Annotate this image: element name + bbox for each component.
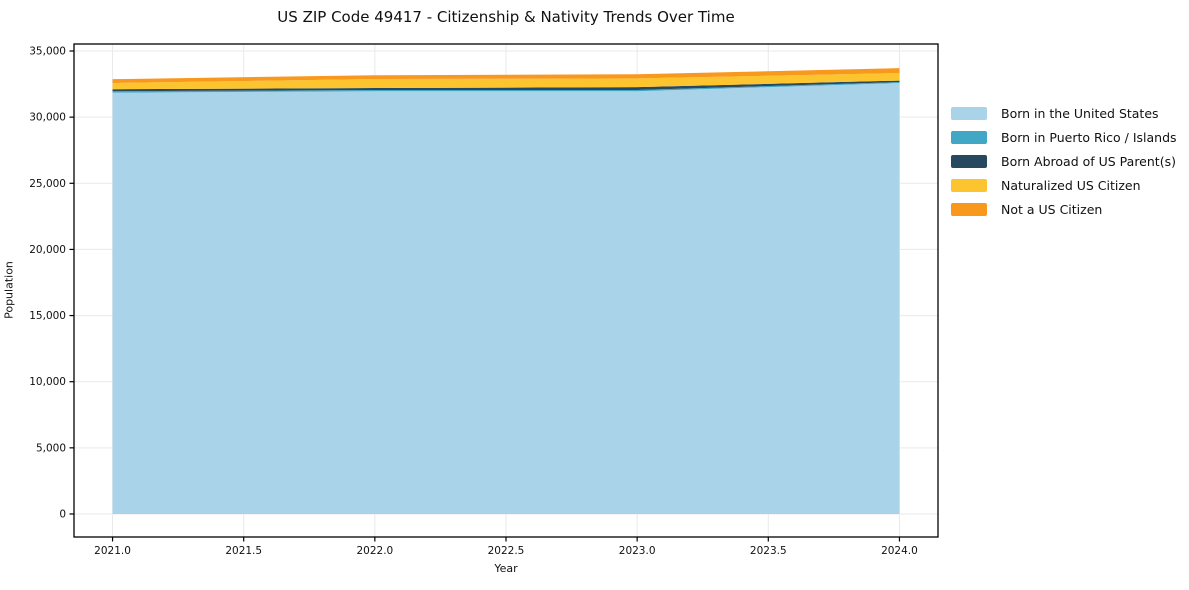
x-tick-label: 2021.5 (225, 545, 262, 557)
y-axis-label: Population (2, 261, 16, 319)
area-series-3 (112, 73, 900, 90)
chart-title: US ZIP Code 49417 - Citizenship & Nativi… (277, 8, 735, 26)
legend-item-born-pr: Born in Puerto Rico / Islands (951, 125, 1177, 149)
legend-swatch-not-citizen (951, 202, 987, 216)
legend-item-born-us: Born in the United States (951, 101, 1177, 125)
legend-item-born-abroad: Born Abroad of US Parent(s) (951, 149, 1177, 173)
y-tick-label: 35,000 (29, 46, 66, 58)
legend-label: Born in the United States (1001, 105, 1159, 121)
y-tick-label: 5,000 (36, 442, 66, 454)
y-tick-label: 10,000 (29, 376, 66, 388)
legend-swatch-born-pr (951, 130, 987, 144)
x-tick-label: 2023.0 (619, 545, 656, 557)
legend: Born in the United States Born in Puerto… (951, 101, 1177, 221)
legend-swatch-born-abroad (951, 154, 987, 168)
legend-item-naturalized: Naturalized US Citizen (951, 173, 1177, 197)
y-tick-label: 15,000 (29, 310, 66, 322)
area-series-4 (112, 68, 900, 84)
x-tick-label: 2022.0 (356, 545, 393, 557)
x-tick-label: 2024.0 (881, 545, 918, 557)
legend-label: Not a US Citizen (1001, 201, 1103, 217)
y-tick-label: 25,000 (29, 178, 66, 190)
x-tick-label: 2021.0 (94, 545, 131, 557)
legend-label: Born in Puerto Rico / Islands (1001, 129, 1177, 145)
x-tick-label: 2022.5 (488, 545, 525, 557)
legend-label: Naturalized US Citizen (1001, 177, 1141, 193)
x-tick-label: 2023.5 (750, 545, 787, 557)
x-axis-label: Year (494, 562, 518, 575)
legend-swatch-naturalized (951, 178, 987, 192)
area-series-1 (112, 82, 900, 93)
area-series-2 (112, 80, 900, 92)
area-series-0 (112, 83, 900, 514)
y-tick-label: 30,000 (29, 112, 66, 124)
legend-label: Born Abroad of US Parent(s) (1001, 153, 1176, 169)
y-tick-label: 20,000 (29, 244, 66, 256)
legend-item-not-citizen: Not a US Citizen (951, 197, 1177, 221)
legend-swatch-born-us (951, 106, 987, 120)
y-tick-label: 0 (59, 508, 66, 520)
